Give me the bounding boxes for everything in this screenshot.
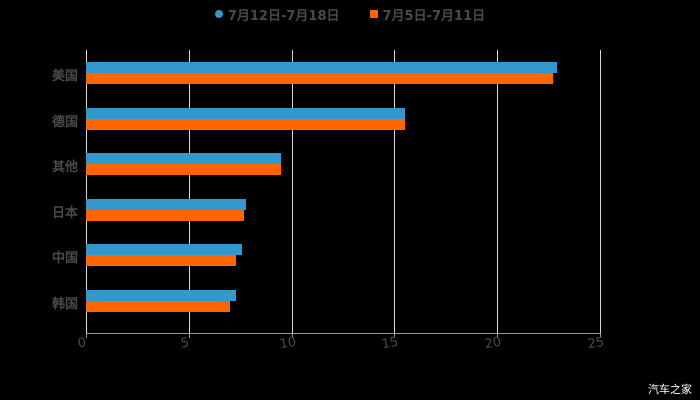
x-tick-label: 20 xyxy=(483,334,503,353)
legend-item-series-1[interactable]: 7月12日-7月18日 xyxy=(214,5,340,24)
bar[interactable] xyxy=(86,153,282,165)
bar[interactable] xyxy=(86,73,553,84)
bar[interactable] xyxy=(86,255,237,267)
legend-label: 7月12日-7月18日 xyxy=(227,8,340,24)
category-label: 韩国 xyxy=(51,297,78,312)
gridline xyxy=(394,50,396,334)
x-tick xyxy=(394,333,396,338)
plot-area xyxy=(86,50,601,334)
square-marker-icon xyxy=(369,10,378,18)
watermark: 汽车之家 xyxy=(648,383,692,396)
gridline xyxy=(497,50,499,334)
legend-item-series-2[interactable]: 7月5日-7月11日 xyxy=(369,5,486,24)
x-tick xyxy=(188,333,190,338)
x-tick-label: 25 xyxy=(586,334,606,353)
category-label: 日本 xyxy=(51,205,78,221)
bar[interactable] xyxy=(86,198,247,210)
bar[interactable] xyxy=(86,290,237,301)
category-label: 德国 xyxy=(51,114,78,130)
bar[interactable] xyxy=(86,244,243,256)
category-label: 美国 xyxy=(51,69,78,84)
gridline xyxy=(188,50,190,334)
x-tick-label: 10 xyxy=(278,334,298,353)
gridline xyxy=(86,50,87,334)
bar[interactable] xyxy=(86,62,557,73)
bar[interactable] xyxy=(86,118,405,130)
category-label: 中国 xyxy=(51,251,78,267)
chart-legend: 7月12日-7月18日 7月5日-7月11日 xyxy=(0,4,700,24)
x-tick-label: 15 xyxy=(380,334,400,353)
x-tick xyxy=(600,333,601,338)
x-axis-line xyxy=(86,333,601,334)
x-tick xyxy=(291,333,293,338)
circle-marker-icon xyxy=(214,10,223,18)
bar[interactable] xyxy=(86,164,282,176)
category-label: 其他 xyxy=(51,160,78,176)
bar[interactable] xyxy=(86,107,405,119)
bar[interactable] xyxy=(86,301,230,312)
x-tick xyxy=(86,333,87,338)
legend-label: 7月5日-7月11日 xyxy=(382,8,486,24)
gridline xyxy=(600,50,601,334)
gridline xyxy=(291,50,293,334)
x-tick xyxy=(497,333,499,338)
bar[interactable] xyxy=(86,209,245,221)
